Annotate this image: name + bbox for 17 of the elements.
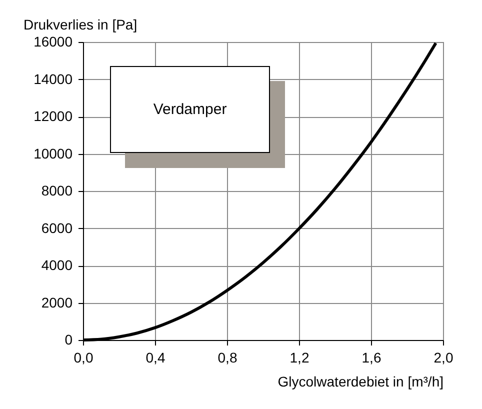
x-tick-label: 0,4 xyxy=(146,350,166,366)
x-tick-label: 1,2 xyxy=(290,350,310,366)
y-tick-label: 12000 xyxy=(34,108,73,124)
y-tick-label: 8000 xyxy=(41,182,73,198)
y-tick-label: 2000 xyxy=(41,294,73,310)
y-tick-label: 4000 xyxy=(41,257,73,273)
x-tick-label: 2,0 xyxy=(434,350,454,366)
y-tick-label: 0 xyxy=(64,332,73,348)
y-tick-label: 16000 xyxy=(34,34,73,50)
x-tick-label: 1,6 xyxy=(362,350,382,366)
y-tick-label: 10000 xyxy=(34,145,73,162)
y-axis-title: Drukverlies in [Pa] xyxy=(24,16,138,32)
x-tick-label: 0,8 xyxy=(218,350,238,366)
y-tick-label: 14000 xyxy=(34,70,73,87)
x-tick-label: 0,0 xyxy=(74,350,94,366)
y-tick-label: 6000 xyxy=(41,220,73,236)
x-axis-title: Glycolwaterdebiet in [m³/h] xyxy=(278,374,444,390)
